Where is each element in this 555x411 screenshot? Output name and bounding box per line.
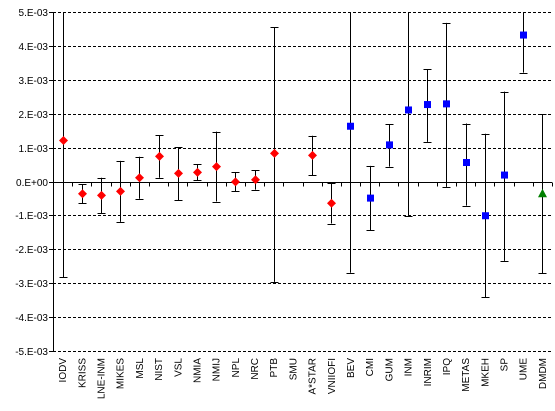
x-tick-label-kriss: KRISS [77, 358, 88, 388]
x-tick-label-nrc: NRC [250, 358, 261, 380]
point-cmi [367, 194, 374, 202]
y-tick-label: 2.E-03 [19, 110, 49, 121]
point-metas [463, 159, 470, 167]
point-ptb [270, 148, 279, 158]
x-tick-label-bev: BEV [346, 358, 357, 378]
grid-lines [53, 12, 552, 352]
point-kriss [78, 189, 87, 199]
point-inrim [424, 101, 431, 109]
x-tick-label-ipq: IPQ [442, 358, 453, 375]
x-tick-label-mkeh: MKEH [480, 358, 491, 387]
point-ume [520, 31, 527, 39]
y-tick-label: 5.E-03 [19, 8, 49, 19]
point-vsl [174, 168, 183, 178]
y-tick-label: 1.E-03 [19, 144, 49, 155]
y-tick-label: -5.E-03 [15, 347, 48, 358]
x-tick-label-ume: UME [519, 358, 530, 381]
x-tick-label-inm: INM [404, 358, 415, 376]
point-lne-inm [97, 190, 106, 200]
x-tick-label-ptb: PTB [269, 358, 280, 378]
x-tick-label-smu: SMU [288, 358, 299, 380]
point-gum [386, 141, 393, 149]
x-tick-label-nmia: NMIA [192, 358, 203, 383]
point-nmia [193, 167, 202, 177]
point-nist [155, 151, 164, 161]
x-tick-label-msl: MSL [135, 358, 146, 379]
y-tick-label: 3.E-03 [19, 76, 49, 87]
x-tick-label-nist: NIST [154, 358, 165, 381]
x-tick-label-vniiofi: VNIIOFI [327, 358, 338, 394]
point-iodv [59, 135, 68, 145]
x-tick-label-cmi: CMI [365, 358, 376, 376]
y-tick-label: 4.E-03 [19, 42, 49, 53]
point-a-star [308, 150, 317, 160]
point-inm [405, 106, 412, 114]
x-tick-label-metas: METAS [461, 358, 472, 392]
x-tick-label-iodv: IODV [58, 358, 69, 383]
y-tick-label: -3.E-03 [15, 279, 48, 290]
point-vniiofi [327, 198, 336, 208]
axes [49, 12, 553, 352]
x-tick-label-gum: GUM [384, 358, 395, 381]
y-tick-label: -4.E-03 [15, 313, 48, 324]
x-tick-label-npl: NPL [231, 358, 242, 378]
x-tick-label-a-star: A*STAR [308, 358, 319, 395]
x-tick-label-vsl: VSL [173, 358, 184, 377]
x-tick-label-sp: SP [500, 358, 511, 372]
y-tick-labels: -5.E-03 -4.E-03 -3.E-03 -2.E-03 -1.E-03 0.E+0… [15, 8, 48, 358]
point-ipq [443, 100, 450, 108]
error-bars [59, 12, 547, 298]
x-tick-label-mikes: MIKES [116, 358, 127, 389]
point-dmdm [538, 188, 547, 198]
y-tick-label: 0.E+00 [16, 178, 48, 189]
point-mikes [116, 186, 125, 196]
x-tick-label-nmij: NMIJ [212, 358, 223, 381]
point-npl [231, 177, 240, 187]
point-nrc [251, 175, 260, 185]
point-sp [501, 171, 508, 179]
x-tick-label-lne-inm: LNE-INM [96, 358, 107, 399]
x-tick-label-dmdm: DMDM [538, 358, 549, 389]
y-tick-label: -2.E-03 [15, 245, 48, 256]
point-mkeh [482, 212, 489, 220]
y-tick-label: -1.E-03 [15, 211, 48, 222]
data-markers [59, 31, 547, 220]
x-tick-label-inrim: INRIM [423, 358, 434, 386]
x-tick-labels: IODV KRISS LNE-INM MIKES MSL NIST VSL NMIA NMIJ N… [58, 358, 549, 400]
point-nmij [212, 162, 221, 172]
point-msl [135, 173, 144, 183]
point-bev [347, 122, 354, 130]
